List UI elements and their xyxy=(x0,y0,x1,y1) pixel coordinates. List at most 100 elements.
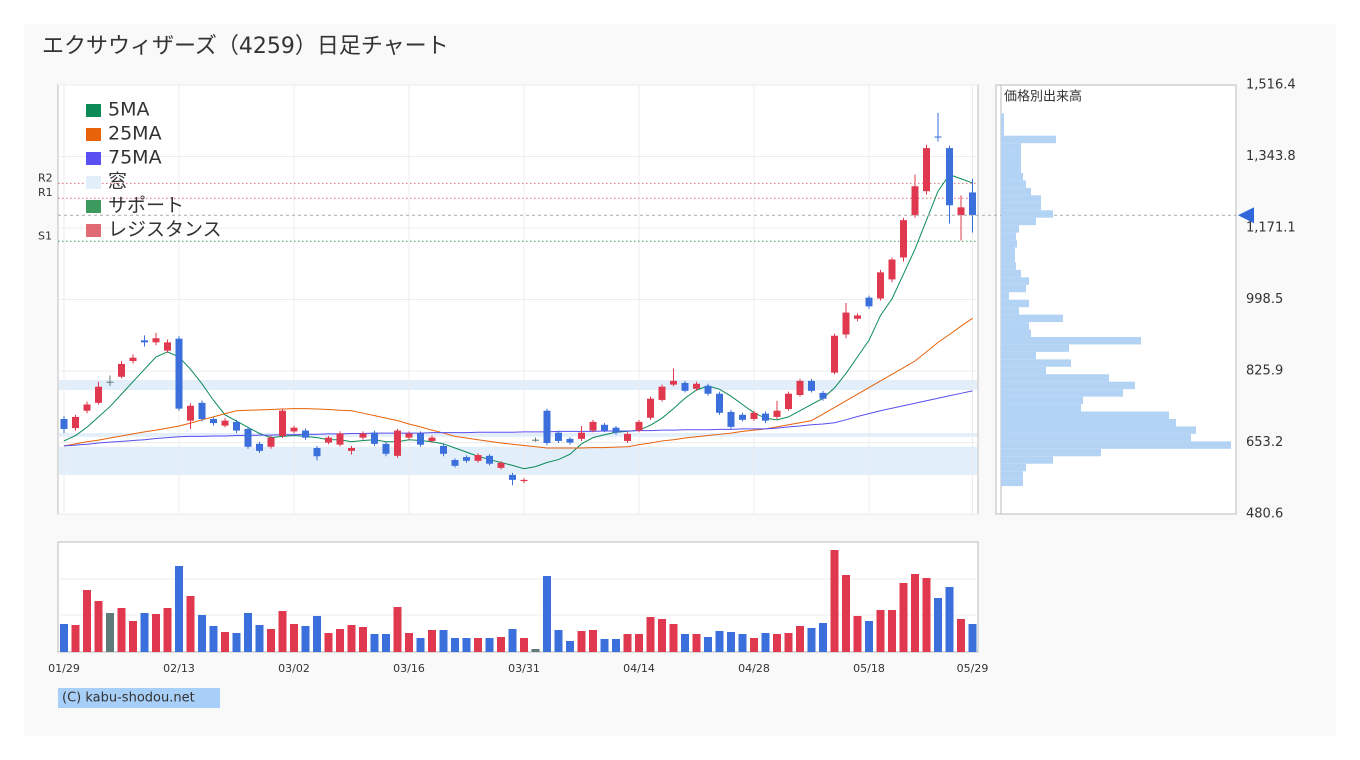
profile-bar xyxy=(1001,210,1053,218)
volume-frame xyxy=(57,541,979,653)
candle-body xyxy=(612,427,620,433)
legend-swatch xyxy=(86,104,101,117)
volume-bar xyxy=(313,616,321,652)
candle-body xyxy=(233,421,240,431)
volume-bar xyxy=(945,587,954,652)
resistance-label: R1 xyxy=(38,186,53,199)
volume-bar xyxy=(485,638,494,652)
volume-bar xyxy=(784,633,793,652)
volume-bar xyxy=(577,631,586,652)
y-tick-label: 653.2 xyxy=(1246,435,1283,450)
candle-body xyxy=(290,427,298,432)
profile-bar xyxy=(1001,344,1069,352)
profile-bar xyxy=(1001,396,1083,405)
legend-swatch xyxy=(86,152,101,165)
copyright: (C) kabu-shodou.net xyxy=(62,691,195,706)
profile-bar xyxy=(1001,448,1101,457)
profile-label: 価格別出来高 xyxy=(1004,89,1082,105)
volume-bar xyxy=(543,576,551,652)
candle-body xyxy=(888,259,896,280)
candle-body xyxy=(313,447,321,457)
volume-bar xyxy=(60,624,68,652)
legend-label: レジスタンス xyxy=(108,219,222,241)
x-tick-label: 04/14 xyxy=(623,662,655,675)
window-band xyxy=(59,433,977,437)
candle-body xyxy=(463,457,470,461)
candle-body xyxy=(106,381,114,383)
candle-body xyxy=(773,410,781,417)
candle-body xyxy=(198,402,206,419)
candle-body xyxy=(900,220,907,258)
last-price-marker xyxy=(1238,207,1254,224)
volume-bar xyxy=(635,634,643,652)
profile-bar xyxy=(1001,404,1081,412)
volume-bar xyxy=(842,575,850,652)
volume-bar xyxy=(520,638,528,652)
legend-label: サポート xyxy=(108,195,184,217)
candle-body xyxy=(141,340,148,343)
profile-bar xyxy=(1001,374,1109,382)
profile-bar xyxy=(1001,113,1004,121)
volume-bar xyxy=(957,619,965,652)
candle-body xyxy=(359,433,367,438)
volume-bar xyxy=(106,613,114,652)
candle-body xyxy=(693,383,700,389)
candle-body xyxy=(451,459,459,466)
x-tick-label: 04/28 xyxy=(738,662,770,675)
legend-label: 25MA xyxy=(108,123,162,145)
volume-bar xyxy=(428,630,436,652)
candle-body xyxy=(486,455,493,464)
volume-bar xyxy=(761,633,770,652)
volume-bar xyxy=(600,639,609,652)
profile-bar xyxy=(1001,180,1026,188)
profile-bar xyxy=(1001,389,1123,397)
ma-line xyxy=(63,317,973,449)
profile-bar xyxy=(1001,143,1021,151)
profile-bar xyxy=(1001,441,1231,449)
profile-bar xyxy=(1001,217,1036,226)
volume-bar xyxy=(888,610,896,652)
profile-bar xyxy=(1001,381,1135,390)
candle-body xyxy=(704,385,712,394)
candle-body xyxy=(808,380,815,391)
profile-bar xyxy=(1001,329,1031,337)
volume-bar xyxy=(152,614,160,652)
volume-bar xyxy=(646,617,655,652)
volume-bar xyxy=(451,638,459,652)
volume-bar xyxy=(922,578,931,652)
candle-body xyxy=(969,192,976,216)
x-tick-label: 01/29 xyxy=(48,662,80,675)
profile-bar xyxy=(1001,128,1004,136)
y-tick-label: 480.6 xyxy=(1246,507,1283,522)
profile-bar xyxy=(1001,225,1019,233)
profile-bar xyxy=(1001,433,1191,442)
volume-bar xyxy=(796,626,804,652)
candle-body xyxy=(957,207,965,216)
profile-bar xyxy=(1001,195,1041,203)
volume-bar xyxy=(140,613,149,652)
candle-body xyxy=(187,405,194,421)
candle-body xyxy=(348,447,355,451)
profile-bar xyxy=(1001,150,1021,159)
candle-body xyxy=(831,335,838,373)
x-tick-label: 03/31 xyxy=(508,662,540,675)
x-tick-label: 05/18 xyxy=(853,662,885,675)
candle-body xyxy=(210,418,217,424)
volume-bar xyxy=(612,639,620,652)
candle-body xyxy=(129,357,137,362)
legend-swatch xyxy=(86,224,101,237)
volume-bar xyxy=(336,629,344,652)
volume-bar xyxy=(911,574,919,652)
candle-body xyxy=(394,430,401,456)
volume-bar xyxy=(738,634,747,652)
candle-body xyxy=(83,404,91,411)
candle-body xyxy=(635,421,643,431)
y-tick-label: 998.5 xyxy=(1246,292,1283,307)
volume-bar xyxy=(807,628,816,652)
volume-bar xyxy=(163,608,172,652)
profile-bar xyxy=(1001,322,1029,330)
candle-body xyxy=(72,416,79,429)
volume-bar xyxy=(681,634,689,652)
ma-line xyxy=(63,174,973,470)
profile-bar xyxy=(1001,411,1169,419)
